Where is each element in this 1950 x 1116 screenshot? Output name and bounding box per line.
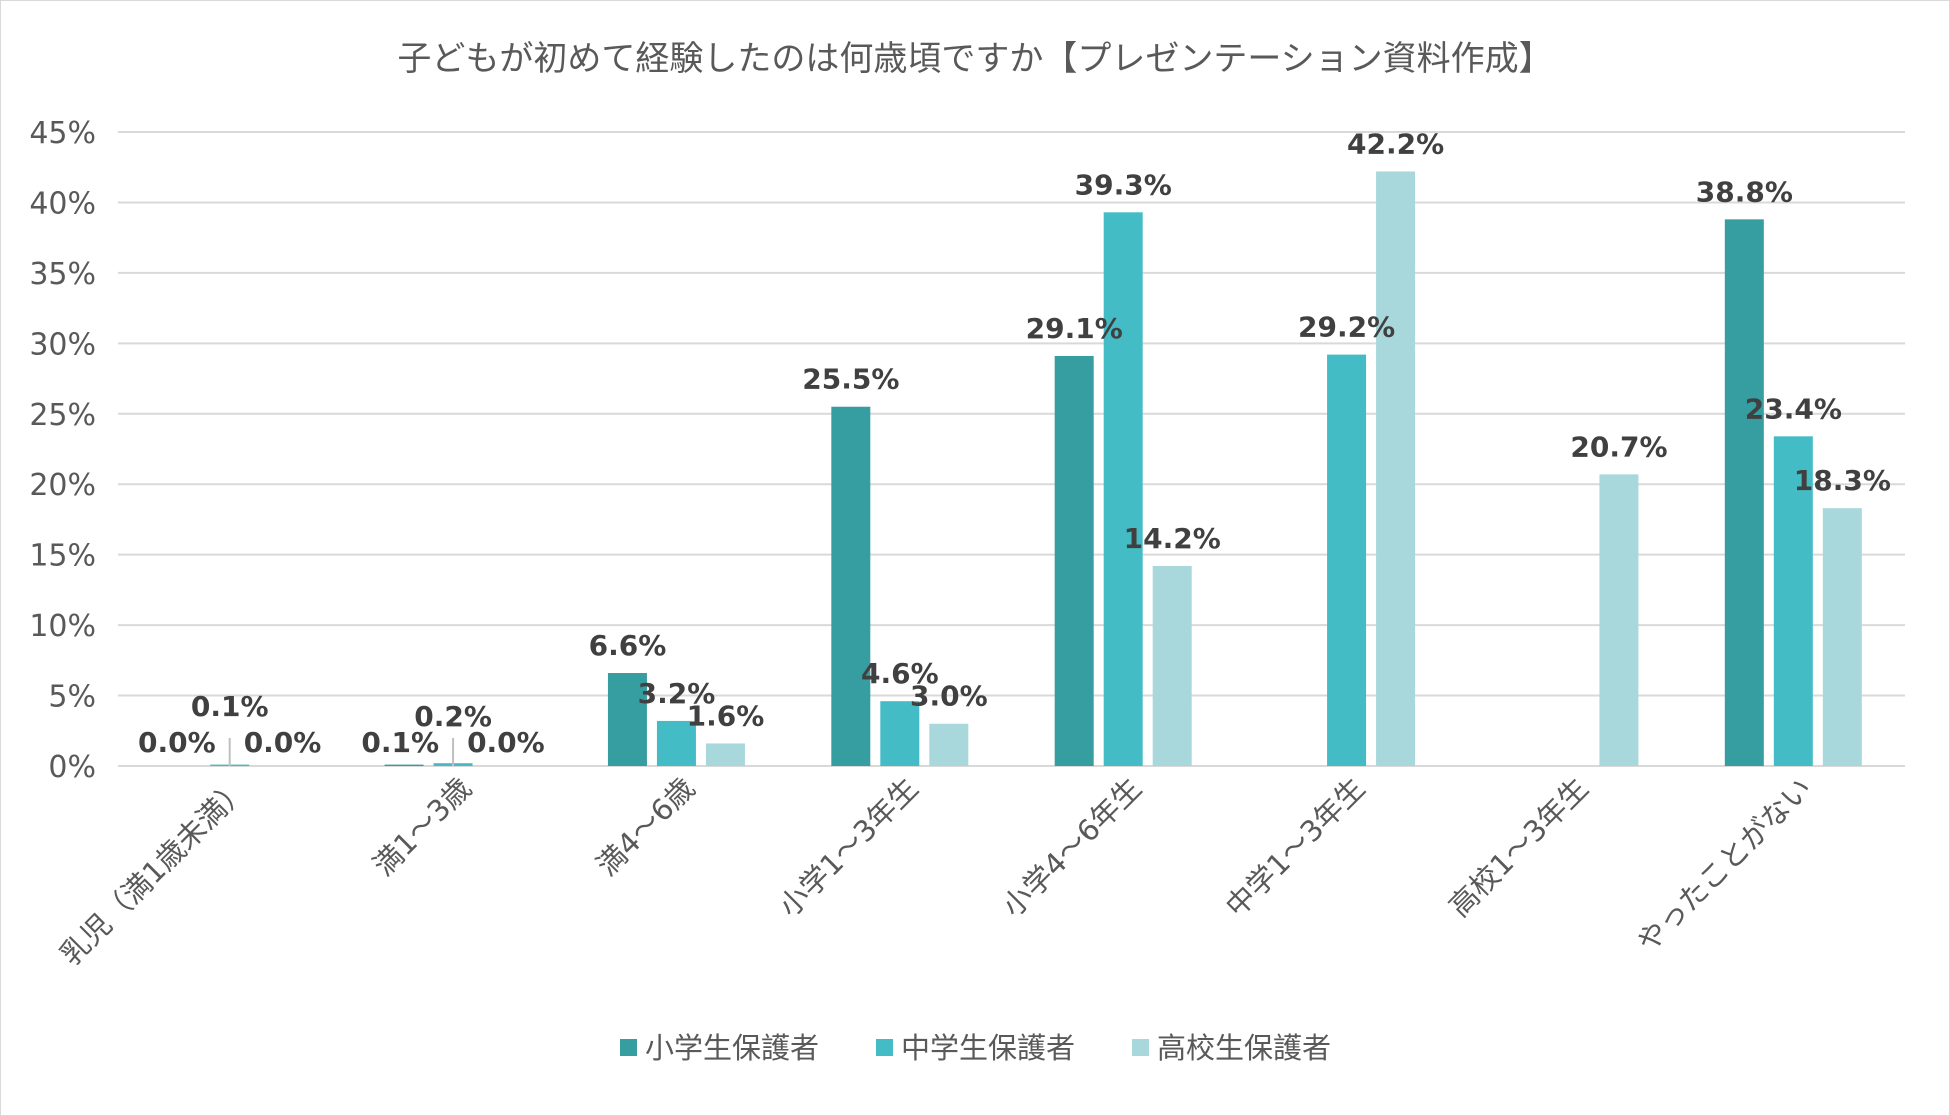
data-label: 0.2%: [414, 700, 492, 733]
data-label: 39.3%: [1075, 168, 1172, 201]
legend-swatch: [1132, 1039, 1149, 1056]
data-label: 1.6%: [687, 699, 765, 732]
data-labels: 0.0% 0.1%6.6%25.5%29.1%38.8%0.1% 0.2%3.2%4…: [138, 127, 1891, 759]
bar: [656, 720, 696, 766]
x-tick-label: 高校1～3年生: [1442, 771, 1595, 924]
data-label: 0.0%: [138, 726, 216, 759]
data-label: 0.0%: [244, 726, 322, 759]
x-axis-ticks: 乳児（満1歳未満） 満1～3歳 満4～6歳 小学1～3年生 小学4～6年生 中学1～3年生…: [53, 771, 1818, 972]
bar: [607, 673, 647, 766]
data-label: 3.0%: [910, 680, 988, 713]
y-tick-label: 45%: [29, 116, 96, 151]
data-label: 3.2%: [638, 677, 716, 710]
data-label: 0.1%: [361, 726, 439, 759]
y-tick-label: 30%: [29, 327, 96, 362]
y-tick-label: 25%: [29, 398, 96, 433]
legend-swatch: [620, 1039, 637, 1056]
y-tick-label: 35%: [29, 257, 96, 292]
legend-label: 高校生保護者: [1157, 1031, 1331, 1065]
y-tick-label: 40%: [29, 186, 96, 221]
bar: [705, 743, 745, 766]
bar: [1822, 508, 1862, 766]
data-label: 6.6%: [589, 629, 667, 662]
bar: [384, 764, 424, 766]
bar: [880, 701, 920, 766]
x-tick-label: やったことがない: [1630, 771, 1818, 959]
legend: 小学生保護者 中学生保護者 高校生保護者: [620, 1031, 1331, 1065]
x-tick-label: 満1～3歳: [366, 771, 478, 883]
bar: [1773, 436, 1813, 766]
bars: [210, 171, 1862, 767]
y-axis-ticks: 0% 5% 10% 15% 20% 25% 30% 35% 40% 45%: [29, 116, 96, 785]
data-label: 23.4%: [1745, 392, 1842, 425]
x-tick-label: 小学1～3年生: [772, 771, 925, 924]
bar: [831, 406, 871, 766]
x-tick-label: 小学4～6年生: [995, 771, 1148, 924]
y-tick-label: 20%: [29, 468, 96, 503]
data-label: 4.6%: [861, 657, 939, 690]
data-label: 18.3%: [1794, 464, 1891, 497]
data-label: 29.1%: [1026, 312, 1123, 345]
data-label: 0.1%: [191, 690, 269, 723]
bar: [1327, 354, 1367, 766]
bar: [1054, 356, 1094, 766]
bar: [1599, 474, 1639, 766]
data-label: 0.0%: [467, 726, 545, 759]
x-tick-label: 中学1～3年生: [1219, 771, 1372, 924]
bar: [1376, 171, 1416, 767]
x-tick-label: 満4～6歳: [590, 771, 702, 883]
data-label: 38.8%: [1696, 175, 1793, 208]
legend-label: 中学生保護者: [901, 1031, 1075, 1065]
data-label: 25.5%: [802, 363, 899, 396]
chart-title: 子どもが初めて経験したのは何歳頃ですか【プレゼンテーション資料作成】: [397, 39, 1552, 79]
legend-label: 小学生保護者: [645, 1031, 819, 1065]
y-tick-label: 15%: [29, 539, 96, 574]
data-label: 14.2%: [1124, 522, 1221, 555]
data-label: 42.2%: [1347, 127, 1444, 160]
legend-swatch: [876, 1039, 893, 1056]
bar: [1103, 212, 1143, 767]
y-tick-label: 5%: [48, 680, 96, 715]
bar: [1152, 565, 1192, 766]
bar: [1724, 219, 1764, 767]
data-label: 20.7%: [1570, 430, 1667, 463]
data-label: 29.2%: [1298, 311, 1395, 344]
y-tick-label: 10%: [29, 609, 96, 644]
bar: [929, 723, 969, 766]
x-tick-label: 乳児（満1歳未満）: [53, 771, 254, 972]
y-tick-label: 0%: [48, 750, 96, 785]
